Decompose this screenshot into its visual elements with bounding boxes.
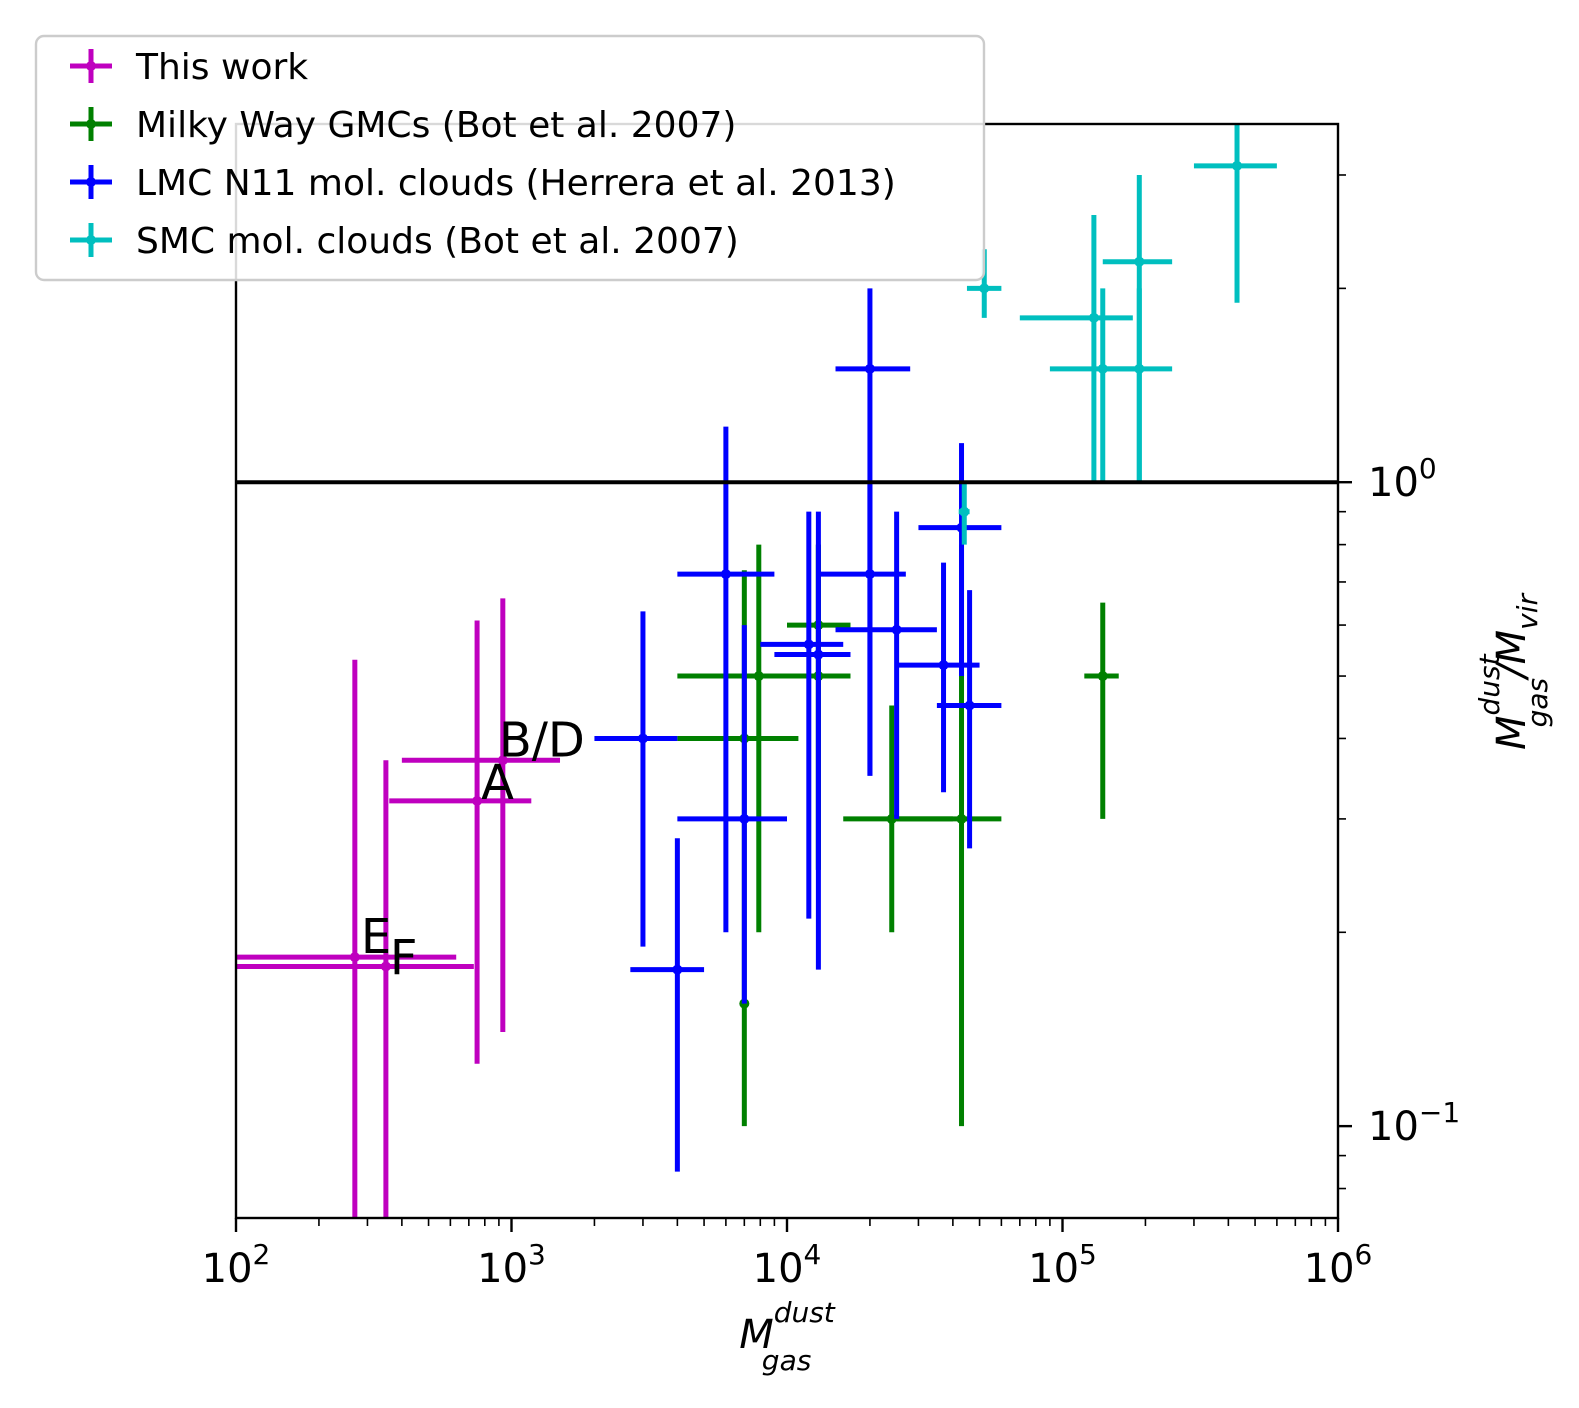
point-marker — [1134, 256, 1145, 267]
plot-area — [236, 124, 1338, 1218]
x-axis-title: Mdust gas — [739, 1296, 836, 1377]
x-tick-label: 106 — [1304, 1238, 1373, 1292]
data-point — [774, 511, 851, 970]
data-point — [1193, 124, 1277, 303]
point-marker — [956, 813, 967, 824]
point-marker — [864, 363, 875, 374]
point-marker — [472, 795, 483, 806]
point-marker — [891, 624, 902, 635]
data-point — [677, 625, 787, 1004]
series-layer — [236, 124, 1277, 1218]
point-label: B/D — [499, 712, 585, 768]
data-point — [677, 426, 775, 933]
point-marker — [1097, 671, 1108, 682]
data-point — [1019, 215, 1133, 483]
point-marker — [497, 755, 508, 766]
point-marker — [349, 952, 360, 963]
legend-marker — [86, 119, 96, 129]
y-tick-label: 10−1 — [1368, 1096, 1460, 1150]
legend-label: Milky Way GMCs (Bot et al. 2007) — [136, 105, 736, 146]
y-axis: 10−1 100 — [1338, 174, 1460, 1190]
point-marker — [1232, 160, 1243, 171]
data-point — [1084, 602, 1119, 819]
point-marker — [803, 639, 814, 650]
legend-marker — [86, 235, 96, 245]
legend-label: LMC N11 mol. clouds (Herrera et al. 2013… — [136, 163, 896, 204]
y-axis-title: Mdust gas/Mvir — [1473, 593, 1554, 750]
legend-entry: LMC N11 mol. clouds (Herrera et al. 2013… — [70, 163, 896, 204]
legend: This work Milky Way GMCs (Bot et al. 2007… — [34, 34, 986, 282]
point-marker — [864, 569, 875, 580]
data-point — [630, 838, 705, 1172]
legend-label: This work — [135, 47, 308, 88]
x-tick-label: 103 — [477, 1238, 546, 1292]
x-tick-label: 102 — [202, 1238, 271, 1292]
point-marker — [979, 283, 990, 294]
series-lmc-n11-mol-clouds-herrera-et-al-2013 — [594, 288, 1002, 1172]
point-marker — [964, 700, 975, 711]
data-point — [594, 611, 678, 947]
series-this-work — [236, 598, 561, 1218]
legend-marker — [86, 177, 96, 187]
data-point — [236, 760, 474, 1218]
point-label: A — [481, 755, 514, 811]
data-point — [896, 562, 980, 793]
point-label: F — [390, 930, 418, 986]
point-marker — [739, 813, 750, 824]
data-point — [958, 482, 970, 545]
point-marker — [813, 649, 824, 660]
point-marker — [637, 733, 648, 744]
point-labels: AB/D EF — [361, 712, 585, 986]
point-marker — [380, 961, 391, 972]
point-marker — [720, 569, 731, 580]
legend-label: SMC mol. clouds (Bot et al. 2007) — [136, 221, 739, 262]
point-marker — [938, 660, 949, 671]
series-smc-mol-clouds-bot-et-al-2007 — [958, 124, 1277, 545]
point-marker — [959, 506, 970, 517]
data-point — [760, 511, 844, 919]
legend-box — [34, 34, 986, 282]
x-tick-label: 104 — [753, 1238, 822, 1292]
data-point — [401, 598, 561, 1033]
legend-marker — [86, 61, 96, 71]
data-point — [936, 590, 1002, 849]
x-tick-label: 105 — [1028, 1238, 1097, 1292]
data-point — [1102, 288, 1173, 483]
point-marker — [1134, 363, 1145, 374]
point-marker — [672, 964, 683, 975]
data-point — [389, 620, 532, 1064]
legend-entry: SMC mol. clouds (Bot et al. 2007) — [70, 221, 739, 262]
point-label: E — [361, 909, 391, 965]
data-point — [236, 659, 457, 1218]
legend-entry: This work — [70, 47, 308, 88]
point-marker — [753, 671, 764, 682]
x-axis: 102 103 104 105 106 — [202, 1218, 1373, 1292]
legend-entry: Milky Way GMCs (Bot et al. 2007) — [70, 105, 736, 146]
y-tick-label: 100 — [1368, 452, 1437, 506]
point-marker — [1088, 312, 1099, 323]
